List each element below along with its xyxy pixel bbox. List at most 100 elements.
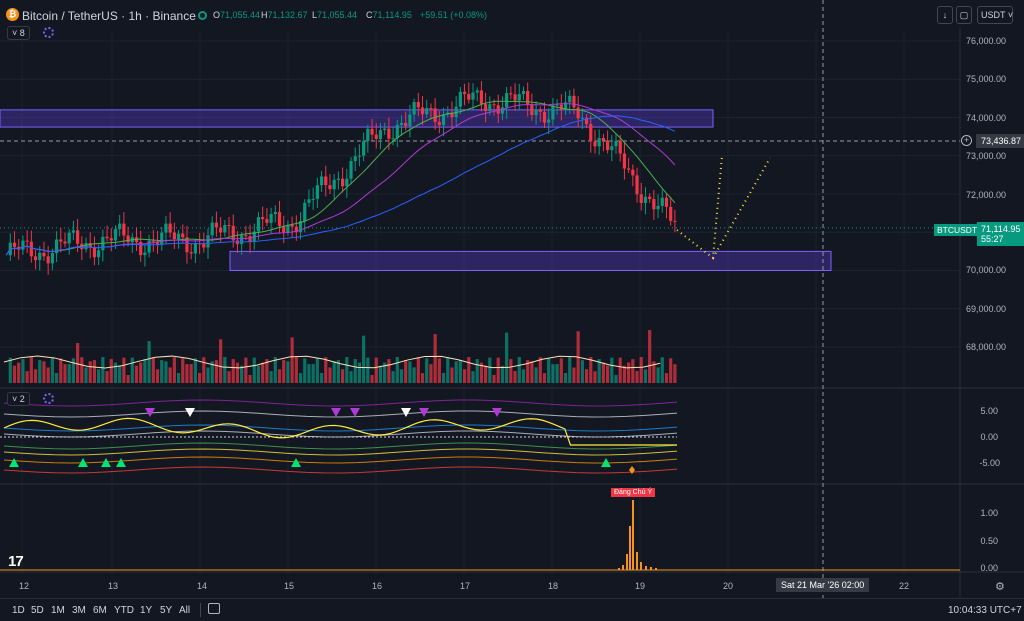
volume-bar <box>353 359 357 383</box>
volume-bar <box>538 357 542 383</box>
candle-body <box>76 230 80 244</box>
candle-body <box>467 94 471 100</box>
volume-bar <box>454 361 458 383</box>
volume-bar <box>399 369 404 383</box>
volume-bar <box>610 357 614 383</box>
settings-icon[interactable] <box>43 393 54 404</box>
candle-body <box>172 232 176 240</box>
candle-body <box>164 223 168 233</box>
volume-bar <box>273 357 277 383</box>
candle-body <box>563 102 568 111</box>
range-5d[interactable]: 5D <box>31 605 44 616</box>
candle-body <box>223 224 227 233</box>
candle-body <box>458 91 462 107</box>
volume-bar <box>71 358 76 383</box>
oscillator-band <box>3 410 678 418</box>
candle-body <box>290 224 294 227</box>
symbol-title[interactable]: Bitcoin / TetherUS · 1h · Binance <box>22 9 196 23</box>
candle-body <box>425 108 429 115</box>
time-label: 14 <box>197 581 208 591</box>
range-1m[interactable]: 1M <box>51 605 65 616</box>
volume-bar <box>462 369 467 383</box>
candle-body <box>526 90 530 106</box>
candle-body <box>269 214 273 223</box>
range-5y[interactable]: 5Y <box>160 605 173 616</box>
volume-bar <box>235 362 240 383</box>
candle-body <box>669 206 673 221</box>
volume-bar <box>635 371 639 383</box>
volume-bar <box>130 357 134 383</box>
candle-body <box>185 237 189 253</box>
signal-icon <box>401 408 411 417</box>
candle-body <box>33 256 38 261</box>
volume-bar <box>517 357 521 383</box>
candle-body <box>614 140 618 147</box>
ohlc-change: +59.51 (+0.08%) <box>420 10 488 20</box>
volume-bar <box>542 373 547 383</box>
currency-select[interactable]: USDT ˅ <box>977 6 1013 24</box>
ohlc-low: L71,055.44 <box>312 10 358 20</box>
volume-bar <box>155 369 160 383</box>
histogram-bar <box>618 568 620 570</box>
candle-body <box>105 236 109 239</box>
candle-body <box>139 242 143 256</box>
candle-body <box>277 212 282 226</box>
alert-label: Đáng Chú Ý <box>611 488 656 497</box>
range-1d[interactable]: 1D <box>12 605 25 616</box>
volume-bar <box>500 365 505 383</box>
candle-body <box>605 140 610 151</box>
volume-bar <box>648 330 652 383</box>
candle-body <box>109 238 113 241</box>
buy-signal-icon <box>601 458 611 467</box>
candle-body <box>366 128 370 142</box>
oscillator-band <box>3 442 678 450</box>
volume-bar <box>298 373 303 383</box>
screenshot-icon[interactable]: ▢ <box>956 6 972 24</box>
range-3m[interactable]: 3M <box>72 605 86 616</box>
volume-bar <box>46 367 50 383</box>
volume-bar <box>265 359 269 383</box>
osc-label: 5.00 <box>980 406 998 416</box>
candle-body <box>231 225 235 241</box>
volume-bar <box>50 357 54 383</box>
range-6m[interactable]: 6M <box>93 605 107 616</box>
candle-body <box>282 225 286 233</box>
hist-label: 0.50 <box>980 536 998 546</box>
candle-body <box>648 196 652 200</box>
tradingview-logo[interactable]: 17 <box>8 553 24 570</box>
plus-icon[interactable]: + <box>961 135 972 146</box>
histogram-bar <box>645 566 647 570</box>
oscillator-toggle[interactable]: ˅ 2 <box>7 392 30 406</box>
time-label: 12 <box>19 581 30 591</box>
volume-bar <box>395 357 399 383</box>
gear-icon[interactable]: ⚙ <box>995 581 1005 593</box>
candle-body <box>597 137 601 147</box>
candle-body <box>505 93 509 108</box>
candle-body <box>450 112 454 118</box>
candle-body <box>475 90 479 93</box>
volume-bar <box>269 371 273 383</box>
candle-body <box>618 140 622 154</box>
candle-body <box>92 247 97 258</box>
candle-body <box>67 232 71 244</box>
range-1y[interactable]: 1Y <box>140 605 153 616</box>
candle-body <box>492 104 496 106</box>
range-all[interactable]: All <box>179 605 191 616</box>
candle-body <box>193 243 197 254</box>
volume-bar <box>458 360 462 383</box>
volume-bar <box>433 334 437 383</box>
calendar-icon[interactable] <box>208 603 220 614</box>
volume-bar <box>446 357 450 383</box>
candle-body <box>530 105 534 116</box>
settings-icon[interactable] <box>43 27 54 38</box>
candle-body <box>631 169 635 176</box>
crosshair-time-label: Sat 21 Mar '26 02:00 <box>776 578 870 592</box>
candle-body <box>391 138 395 140</box>
sell-signal-icon <box>331 408 341 417</box>
range-ytd[interactable]: YTD <box>114 605 134 616</box>
hist-label: 0.00 <box>980 563 998 573</box>
down-arrow-icon[interactable]: ↓ <box>937 6 953 24</box>
indicators-toggle[interactable]: ˅ 8 <box>7 26 30 40</box>
